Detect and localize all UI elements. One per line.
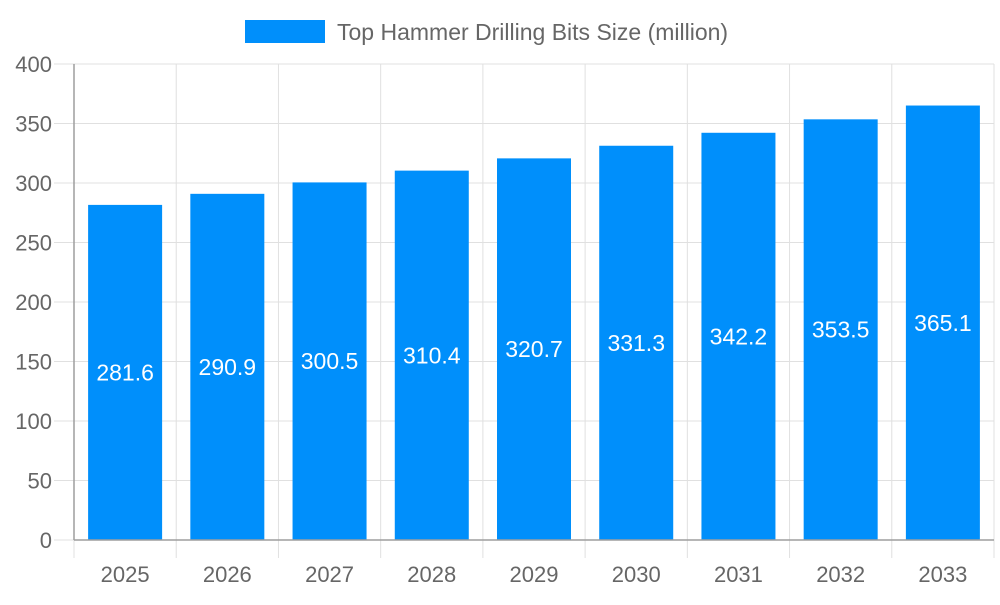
- x-tick-label: 2030: [612, 562, 661, 587]
- data-label: 342.2: [710, 323, 768, 349]
- y-tick-label: 50: [28, 469, 52, 494]
- bar: [905, 105, 980, 540]
- x-tick-label: 2028: [407, 562, 456, 587]
- x-tick-label: 2032: [816, 562, 865, 587]
- data-label: 300.5: [301, 348, 359, 374]
- bar: [394, 170, 469, 540]
- bar: [599, 145, 674, 541]
- data-label: 310.4: [403, 342, 461, 368]
- legend-label: Top Hammer Drilling Bits Size (million): [337, 19, 728, 45]
- bar: [292, 182, 367, 540]
- y-tick-label: 0: [40, 528, 52, 553]
- data-label: 281.6: [96, 359, 154, 385]
- y-tick-label: 350: [15, 112, 52, 137]
- y-tick-label: 100: [15, 409, 52, 434]
- y-tick-label: 200: [15, 290, 52, 315]
- bar: [701, 132, 776, 541]
- bar: [497, 158, 571, 540]
- axes: 0 50 100 150 200 250 300 350 400 2025 2026 2027 2028…: [15, 52, 995, 587]
- x-tick-label: 2031: [714, 562, 763, 587]
- bar: [803, 119, 878, 541]
- x-tick-label: 2026: [203, 562, 252, 587]
- bars: 281.6 290.9 300.5 310.4 320.7 331.3 342.2 353.5…: [88, 105, 980, 541]
- x-tick-label: 2027: [305, 562, 354, 587]
- legend-swatch: [245, 20, 325, 43]
- x-tick-label: 2029: [510, 562, 559, 587]
- bar: [190, 193, 265, 541]
- x-tick-label: 2025: [101, 562, 150, 587]
- y-tick-label: 400: [15, 52, 52, 77]
- y-tick-label: 300: [15, 171, 52, 196]
- legend[interactable]: Top Hammer Drilling Bits Size (million): [245, 19, 728, 45]
- data-label: 320.7: [505, 336, 563, 362]
- x-tick-label: 2033: [918, 562, 967, 587]
- data-label: 353.5: [812, 317, 870, 343]
- bar: [88, 204, 163, 540]
- data-label: 290.9: [199, 354, 257, 380]
- y-tick-label: 150: [15, 350, 52, 375]
- data-label: 365.1: [914, 310, 972, 336]
- y-tick-label: 250: [15, 231, 52, 256]
- data-label: 331.3: [607, 330, 665, 356]
